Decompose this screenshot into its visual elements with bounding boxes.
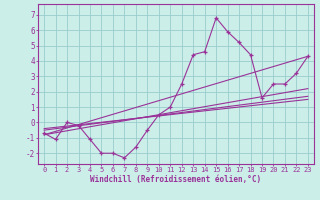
X-axis label: Windchill (Refroidissement éolien,°C): Windchill (Refroidissement éolien,°C): [91, 175, 261, 184]
